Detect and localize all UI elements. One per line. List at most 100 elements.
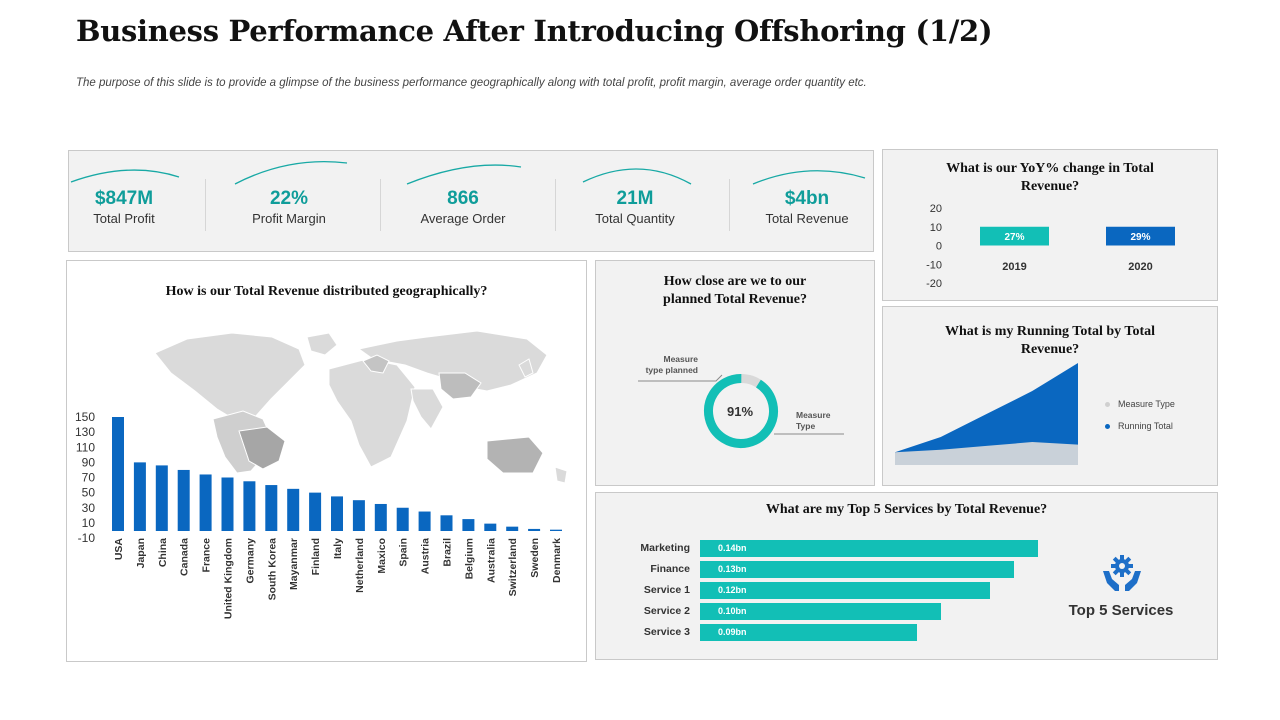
- bar-china: [155, 465, 168, 531]
- bar-brazil: [440, 515, 453, 531]
- kpi-divider: [205, 179, 206, 231]
- legend-label: Running Total: [1118, 421, 1173, 431]
- bar-austria: [418, 511, 431, 531]
- y-tick-label: 110: [76, 440, 95, 454]
- x-tick-label: USA: [113, 538, 125, 561]
- kpi-divider: [729, 179, 730, 231]
- bar-south-korea: [265, 485, 278, 531]
- y-tick-label: -20: [926, 278, 942, 290]
- x-tick-label: Austria: [420, 538, 432, 574]
- y-tick-label: 50: [82, 486, 96, 500]
- bar-denmark: [550, 529, 562, 531]
- kpi-wave-decoration: [70, 160, 866, 185]
- legend-running-total: Running Total: [1105, 421, 1173, 431]
- y-tick-label: 10: [82, 516, 96, 530]
- x-tick-label: France: [201, 538, 213, 573]
- bar-netherland: [352, 500, 365, 531]
- bar-2019: [980, 226, 1049, 246]
- legend-label: Measure Type: [1118, 399, 1175, 409]
- kpi-value: $847M: [94, 188, 154, 209]
- annotation-planned-line2: type planned: [646, 365, 698, 375]
- running-title: What is my Running Total by Total Revenu…: [944, 324, 1156, 357]
- bar-finland: [309, 492, 322, 531]
- bar-japan: [133, 462, 146, 531]
- service-bar-service-3: 0.09bn: [700, 624, 918, 641]
- service-bar-value: 0.09bn: [718, 627, 747, 637]
- y-tick-label: 70: [82, 471, 96, 485]
- y-tick-label: -10: [78, 531, 96, 545]
- kpi-label: Profit Margin: [252, 211, 326, 226]
- bar-belgium: [462, 519, 475, 531]
- x-tick-label: Mayanmar: [288, 538, 300, 590]
- hands-gear-icon: [1103, 555, 1141, 591]
- service-bar-finance: 0.13bn: [700, 561, 1014, 578]
- world-map-image: [154, 330, 568, 484]
- x-tick-label: Switzerland: [507, 538, 519, 596]
- annotation-measure-line2: Type: [796, 421, 815, 431]
- kpi-total-revenue: $4bn Total Revenue: [737, 151, 877, 251]
- x-tick-label: Brazil: [442, 538, 454, 567]
- geo-panel: How is our Total Revenue distributed geo…: [66, 260, 587, 662]
- service-label: Marketing: [640, 542, 690, 554]
- bar-2020: [1106, 226, 1175, 246]
- x-tick-label: Australia: [485, 538, 497, 583]
- y-tick-label: 150: [75, 410, 95, 424]
- kpi-value: 22%: [269, 188, 309, 209]
- services-side-label: Top 5 Services: [1068, 602, 1174, 619]
- service-bar-value: 0.14bn: [718, 543, 747, 553]
- x-tick-label: Germany: [244, 538, 256, 584]
- service-bar-marketing: 0.14bn: [700, 540, 1038, 557]
- kpi-average-order: 866 Average Order: [393, 151, 533, 251]
- kpi-profit-margin: 22% Profit Margin: [219, 151, 359, 251]
- kpi-total-quantity: 21M Total Quantity: [565, 151, 705, 251]
- kpi-divider: [555, 179, 556, 231]
- x-tick-label: Italy: [332, 538, 344, 559]
- geo-title: How is our Total Revenue distributed geo…: [165, 284, 488, 299]
- legend-swatch: [1105, 402, 1110, 408]
- x-tick-label: Japan: [135, 538, 147, 568]
- bar-italy: [331, 496, 343, 531]
- service-bar-value: 0.13bn: [718, 564, 747, 574]
- service-label: Service 1: [643, 584, 690, 596]
- x-tick-label: Finland: [310, 538, 322, 575]
- annotation-measure-line1: Measure: [796, 410, 831, 420]
- bar-australia: [484, 523, 497, 531]
- yoy-panel: What is our YoY% change in Total Revenue…: [882, 149, 1218, 301]
- kpi-label: Average Order: [420, 211, 506, 226]
- area-running-total: [895, 363, 1078, 465]
- kpi-value: $4bn: [784, 188, 830, 209]
- kpi-value: 21M: [616, 188, 654, 209]
- y-tick-label: 30: [82, 501, 96, 515]
- x-tick-label: South Korea: [266, 538, 278, 601]
- bar-sweden: [528, 528, 541, 531]
- bar-germany: [243, 481, 256, 531]
- x-tick-label: 2019: [1002, 261, 1026, 273]
- donut-center-label: 91%: [727, 404, 753, 419]
- kpi-total-profit: $847M Total Profit: [69, 151, 179, 251]
- area-measure-type: [895, 442, 1078, 465]
- x-tick-label: Sweden: [529, 538, 541, 578]
- y-tick-label: 90: [82, 455, 96, 469]
- x-tick-label: 2020: [1128, 261, 1152, 273]
- services-title: What are my Top 5 Services by Total Reve…: [765, 502, 1048, 517]
- kpi-divider: [380, 179, 381, 231]
- services-panel: What are my Top 5 Services by Total Reve…: [595, 492, 1218, 660]
- kpi-label: Total Revenue: [765, 211, 849, 226]
- page-title: Business Performance After Introducing O…: [76, 14, 993, 48]
- annotation-planned-line1: Measure: [664, 354, 699, 364]
- planned-title: How close are we to our planned Total Re…: [663, 274, 807, 307]
- x-tick-label: China: [157, 538, 169, 567]
- bar-value-label: 29%: [1130, 232, 1150, 243]
- bar-canada: [177, 469, 190, 531]
- yoy-title: What is our YoY% change in Total Revenue…: [946, 161, 1154, 194]
- x-tick-label: Belgium: [463, 538, 475, 579]
- service-label: Service 2: [643, 605, 690, 617]
- service-bar-service-2: 0.10bn: [700, 603, 942, 620]
- bar-value-label: 27%: [1004, 232, 1024, 243]
- x-tick-label: United Kingdom: [223, 538, 235, 619]
- bar-france: [199, 474, 212, 531]
- y-tick-label: 0: [936, 241, 942, 253]
- service-bar-value: 0.10bn: [718, 606, 747, 616]
- service-label: Service 3: [643, 626, 690, 638]
- service-bar-value: 0.12bn: [718, 585, 747, 595]
